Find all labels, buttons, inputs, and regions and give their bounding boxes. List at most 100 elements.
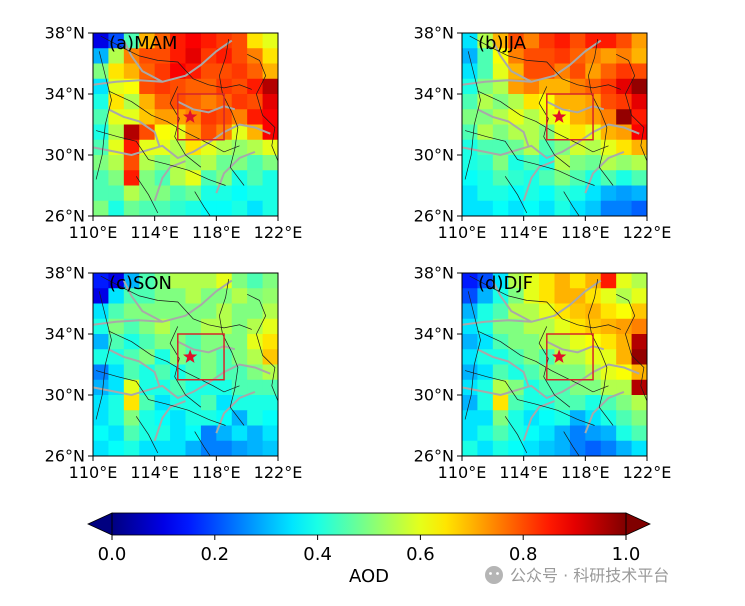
aod-cell	[262, 410, 279, 426]
aod-cell	[247, 139, 263, 156]
province-border	[477, 330, 609, 393]
aod-cell	[616, 349, 632, 365]
aod-cell	[108, 440, 125, 457]
y-tick-label: 30°N	[414, 386, 454, 405]
wechat-icon-eye	[496, 572, 499, 575]
aod-cell	[247, 395, 263, 411]
aod-cell	[523, 109, 540, 125]
y-tick-label: 26°N	[414, 207, 454, 226]
x-tick-label: 114°E	[499, 223, 548, 242]
province-border	[469, 275, 621, 330]
aod-cell	[216, 288, 233, 304]
aod-cell	[523, 94, 540, 110]
aod-cell	[616, 155, 632, 171]
aod-cell	[616, 170, 632, 186]
province-border	[135, 176, 159, 214]
aod-cell	[108, 410, 125, 426]
aod-cell	[200, 63, 217, 80]
aod-cell	[123, 440, 140, 457]
aod-cell	[170, 288, 186, 304]
aod-cell	[585, 395, 602, 411]
aod-cell	[185, 48, 202, 64]
aod-cell	[216, 425, 233, 442]
aod-cell	[154, 288, 171, 304]
river-line	[461, 39, 602, 86]
panel-title: (a)MAM	[109, 33, 177, 54]
aod-cell	[262, 273, 279, 289]
panel-frame	[92, 32, 279, 217]
aod-cell	[477, 63, 494, 80]
colorbar: 0.0 0.2 0.4 0.6 0.8 1.0 AOD	[87, 512, 651, 587]
aod-cell	[231, 200, 248, 217]
aod-cell	[200, 288, 217, 304]
aod-cell	[262, 109, 279, 125]
province-border	[169, 326, 202, 408]
province-border	[538, 326, 571, 408]
aod-cell	[108, 349, 125, 365]
aod-cell	[123, 303, 140, 320]
aod-cell	[185, 364, 202, 381]
aod-cell	[200, 200, 217, 217]
aod-cell	[108, 48, 125, 64]
aod-cell	[569, 425, 586, 442]
aod-cell	[216, 379, 233, 396]
colorbar-tick-label: 0.4	[303, 544, 332, 565]
aod-cell	[569, 334, 586, 350]
aod-cell	[462, 379, 478, 396]
aod-cell	[262, 425, 279, 442]
y-tick-label: 38°N	[45, 24, 85, 43]
aod-cell	[185, 318, 202, 335]
aod-cell	[154, 33, 171, 49]
aod-cell	[216, 200, 233, 217]
aod-cell	[93, 200, 109, 217]
aod-cell	[554, 185, 571, 202]
aod-cell	[616, 318, 632, 335]
aod-cell	[123, 379, 140, 396]
aod-cell	[200, 410, 217, 426]
aod-cell	[462, 349, 478, 365]
aod-cell	[262, 170, 279, 186]
province-border	[100, 35, 252, 90]
aod-cell	[93, 425, 109, 442]
aod-cell	[123, 78, 140, 95]
aod-cell	[200, 139, 217, 156]
aod-cell	[508, 395, 525, 411]
aod-cell	[523, 63, 540, 80]
aod-cell	[170, 200, 186, 217]
aod-cell	[600, 364, 617, 381]
aod-cell	[231, 349, 248, 365]
aod-cell	[200, 273, 217, 289]
x-tick-label: 110°E	[438, 223, 487, 242]
aod-cell	[170, 273, 186, 289]
aod-cell	[154, 318, 171, 335]
aod-cell	[216, 63, 233, 80]
river-line	[546, 100, 605, 114]
aod-cell	[585, 288, 602, 304]
aod-cell	[170, 155, 186, 171]
province-border	[108, 90, 240, 153]
colorbar-tick-label: 0.0	[98, 544, 127, 565]
aod-cell	[247, 94, 263, 110]
colorbar-frame	[111, 512, 627, 536]
x-tick-label: 118°E	[561, 223, 610, 242]
river-line	[122, 280, 163, 323]
aod-cell	[247, 185, 263, 202]
aod-cell	[616, 288, 632, 304]
colorbar-label: AOD	[349, 566, 389, 587]
aod-cell	[508, 78, 525, 95]
aod-cell	[508, 425, 525, 442]
aod-cell	[200, 170, 217, 186]
aod-cell	[554, 155, 571, 171]
aod-cell	[585, 440, 602, 457]
aod-cell	[108, 334, 125, 350]
aod-cell	[585, 63, 602, 80]
province-border	[135, 416, 159, 454]
aod-cell	[200, 349, 217, 365]
aod-cell	[508, 109, 525, 125]
aod-cell	[554, 139, 571, 156]
aod-cell	[631, 94, 648, 110]
x-tick-label: 114°E	[130, 223, 179, 242]
river-line	[476, 348, 530, 387]
colorbar-tick-label: 1.0	[612, 544, 641, 565]
